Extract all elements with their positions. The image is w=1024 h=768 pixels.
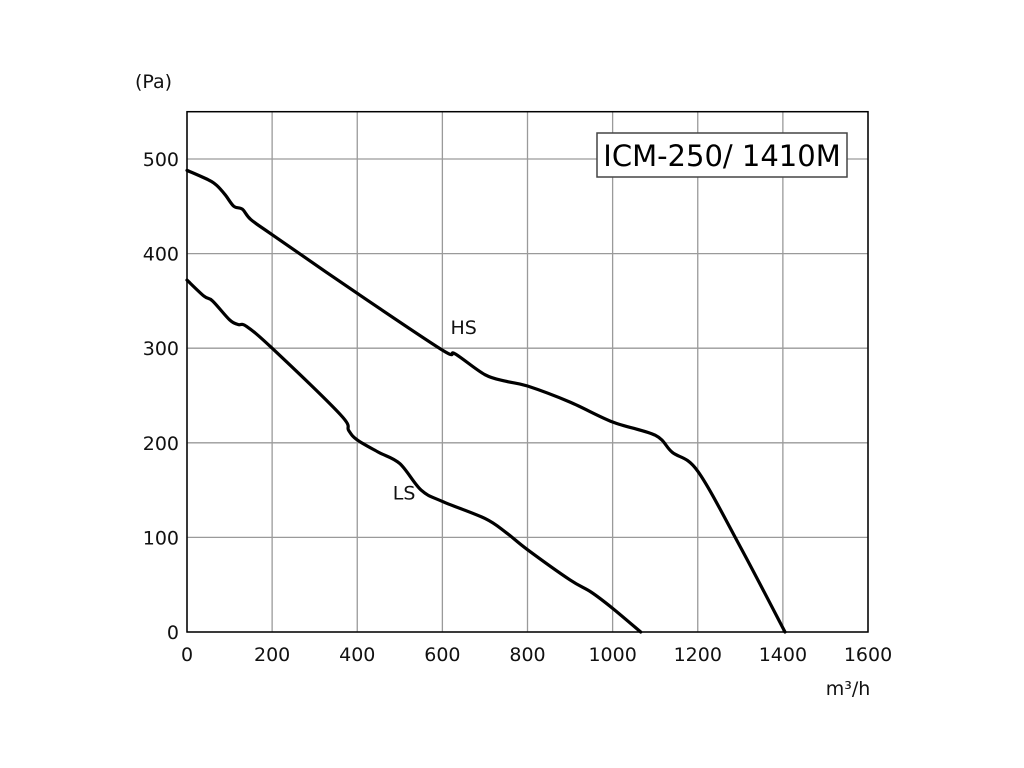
x-tick-label: 1600 xyxy=(844,644,892,666)
x-tick-label: 200 xyxy=(254,644,290,666)
x-tick-labels: 0 200 400 600 800 1000 1200 1400 1600 xyxy=(181,644,892,666)
x-tick-label: 600 xyxy=(424,644,460,666)
series-line-hs xyxy=(185,168,787,634)
series-line-ls xyxy=(185,278,643,634)
series-label-hs: HS xyxy=(450,317,476,339)
title-box: ICM-250/ 1410M xyxy=(596,132,848,178)
x-tick-label: 1000 xyxy=(588,644,636,666)
y-tick-label: 400 xyxy=(143,244,179,266)
y-tick-label: 0 xyxy=(167,622,179,644)
x-tick-label: 800 xyxy=(509,644,545,666)
y-tick-label: 100 xyxy=(143,527,179,549)
x-tick-label: 1200 xyxy=(674,644,722,666)
y-axis-label: (Pa) xyxy=(135,71,172,93)
y-tick-label: 500 xyxy=(143,149,179,171)
chart-title: ICM-250/ 1410M xyxy=(603,139,840,173)
x-tick-label: 400 xyxy=(339,644,375,666)
y-tick-label: 200 xyxy=(143,433,179,455)
plot-frame xyxy=(186,110,869,633)
series-label-ls: LS xyxy=(393,483,416,505)
x-tick-label: 0 xyxy=(181,644,193,666)
title-box-frame xyxy=(596,132,848,178)
curves: HS LS xyxy=(185,168,787,634)
y-tick-label: 300 xyxy=(143,338,179,360)
grid xyxy=(186,111,869,633)
x-axis-label: m³/h xyxy=(826,678,871,700)
x-tick-label: 1400 xyxy=(759,644,807,666)
y-tick-labels: 0 100 200 300 400 500 xyxy=(143,149,179,644)
